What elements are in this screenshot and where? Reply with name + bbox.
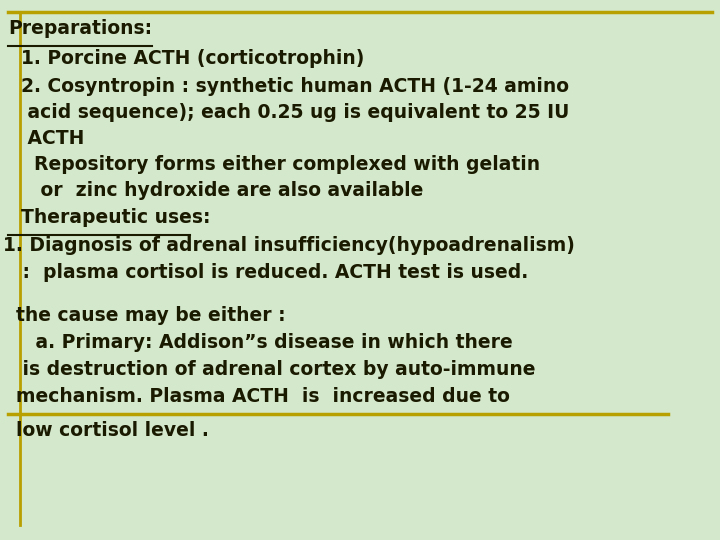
Text: ACTH: ACTH (8, 129, 84, 148)
Text: the cause may be either :: the cause may be either : (3, 306, 286, 325)
Text: low cortisol level .: low cortisol level . (3, 421, 209, 440)
Text: Repository forms either complexed with gelatin: Repository forms either complexed with g… (8, 155, 540, 174)
Text: :  plasma cortisol is reduced. ACTH test is used.: : plasma cortisol is reduced. ACTH test … (3, 263, 528, 282)
Text: acid sequence); each 0.25 ug is equivalent to 25 IU: acid sequence); each 0.25 ug is equivale… (8, 103, 570, 122)
Text: mechanism. Plasma ACTH  is  increased due to: mechanism. Plasma ACTH is increased due … (3, 387, 510, 406)
Text: 1. Diagnosis of adrenal insufficiency(hypoadrenalism): 1. Diagnosis of adrenal insufficiency(hy… (3, 236, 575, 255)
Text: or  zinc hydroxide are also available: or zinc hydroxide are also available (8, 181, 423, 200)
Text: 2. Cosyntropin : synthetic human ACTH (1-24 amino: 2. Cosyntropin : synthetic human ACTH (1… (8, 77, 569, 96)
Text: a. Primary: Addison”s disease in which there: a. Primary: Addison”s disease in which t… (3, 333, 513, 352)
Text: Preparations:: Preparations: (8, 19, 152, 38)
Text: Therapeutic uses:: Therapeutic uses: (8, 208, 210, 227)
Text: is destruction of adrenal cortex by auto-immune: is destruction of adrenal cortex by auto… (3, 360, 536, 379)
Text: 1. Porcine ACTH (corticotrophin): 1. Porcine ACTH (corticotrophin) (8, 49, 364, 68)
